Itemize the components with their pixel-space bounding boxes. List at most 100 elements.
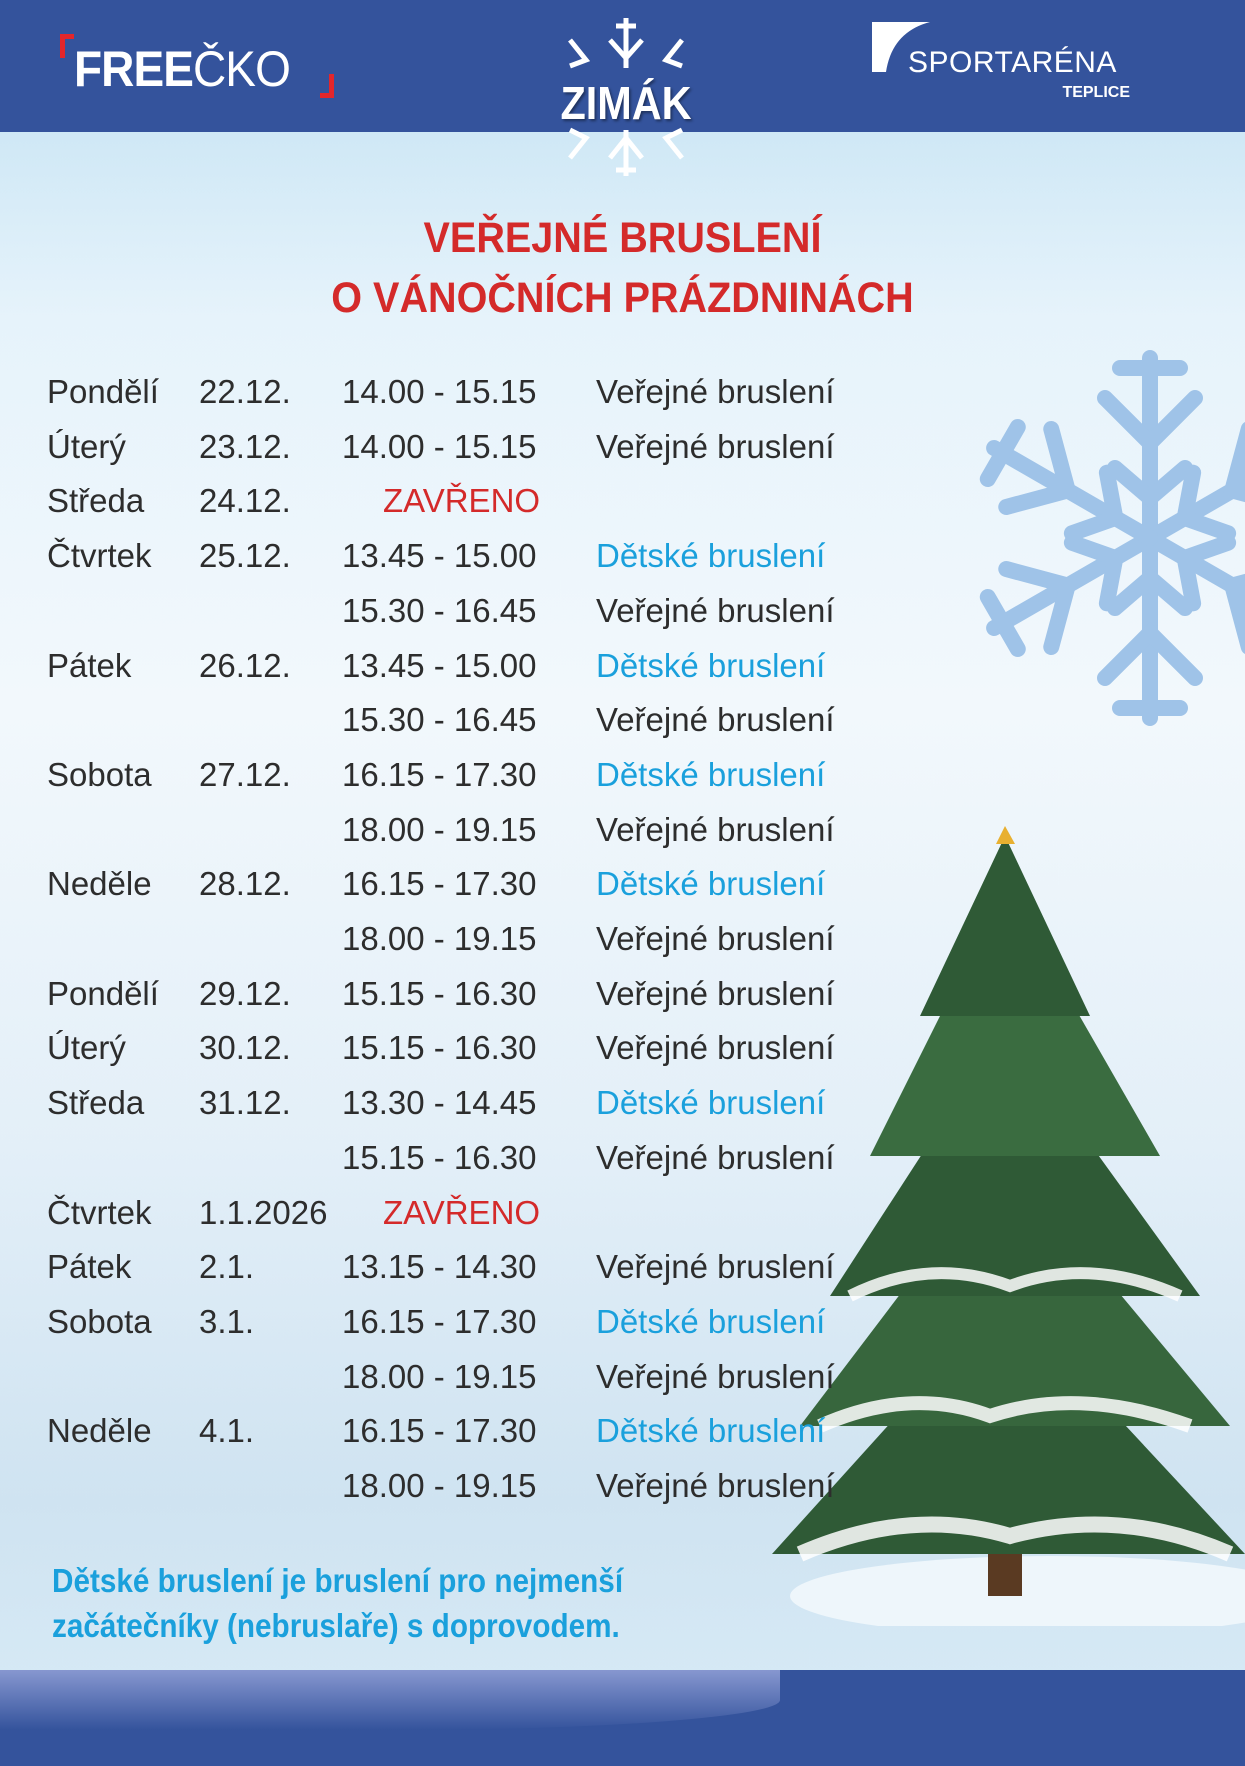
logo-rest-text: ČKO (193, 41, 291, 97)
day-cell: Čtvrtek (47, 537, 152, 575)
date-cell: 26.12. (199, 646, 291, 684)
activity-cell: Veřejné bruslení (596, 373, 835, 410)
date-cell: 3.1. (199, 1302, 255, 1340)
time-cell: 13.45 - 15.00 (342, 646, 537, 684)
header-bar (0, 0, 1245, 132)
schedule-row: 18.00 - 19.15 Veřejné bruslení (0, 1358, 900, 1398)
activity-cell: Dětské bruslení (596, 646, 826, 684)
sportarena-logo: SPORTARÉNA TEPLICE (872, 22, 1132, 112)
logo-bracket (320, 74, 334, 98)
activity-cell: Dětské bruslení (596, 537, 826, 575)
closed-label: ZAVŘENO (383, 1193, 541, 1231)
activity-cell: Veřejné bruslení (596, 1357, 835, 1395)
sportarena-swoosh (872, 22, 930, 72)
sportarena-name: SPORTARÉNA (908, 46, 1117, 79)
note-line2: začátečníky (nebruslaře) s doprovodem. (52, 1607, 620, 1644)
day-cell: Středa (47, 482, 145, 520)
date-cell: 31.12. (199, 1084, 291, 1122)
time-cell: 16.15 - 17.30 (342, 1302, 537, 1340)
day-cell: Středa (47, 1084, 145, 1122)
time-cell: 16.15 - 17.30 (342, 1412, 537, 1450)
date-cell: 28.12. (199, 865, 291, 903)
time-cell: 16.15 - 17.30 (342, 755, 537, 793)
day-cell: Úterý (47, 1029, 126, 1067)
schedule-row: Neděle 4.1. 16.15 - 17.30 Dětské bruslení (0, 1412, 900, 1452)
date-cell: 1.1.2026 (199, 1193, 328, 1231)
day-cell: Pondělí (47, 974, 159, 1012)
time-cell: 15.15 - 16.30 (342, 974, 537, 1012)
day-cell: Neděle (47, 1412, 152, 1450)
time-cell: 13.45 - 15.00 (342, 537, 537, 575)
date-cell: 30.12. (199, 1029, 291, 1067)
sportarena-city: TEPLICE (1062, 84, 1130, 101)
time-cell: 15.15 - 16.30 (342, 1138, 537, 1176)
activity-cell: Dětské bruslení (596, 865, 826, 903)
schedule-row: Středa 24.12. ZAVŘENO (0, 482, 900, 522)
schedule-row: 18.00 - 19.15 Veřejné bruslení (0, 920, 900, 960)
date-cell: 25.12. (199, 537, 291, 575)
schedule-row: Pátek 2.1. 13.15 - 14.30 Veřejné bruslení (0, 1248, 900, 1288)
date-cell: 22.12. (199, 373, 291, 410)
activity-cell: Dětské bruslení (596, 1084, 826, 1122)
snowflake-icon (950, 350, 1245, 738)
time-cell: 18.00 - 19.15 (342, 1467, 537, 1504)
schedule-row: Čtvrtek 25.12. 13.45 - 15.00 Dětské bruslen… (0, 537, 900, 577)
zimak-text: ZIMÁK (560, 77, 692, 129)
activity-cell: Veřejné bruslení (596, 701, 835, 739)
activity-cell: Dětské bruslení (596, 1412, 826, 1450)
schedule-row: Středa 31.12. 13.30 - 14.45 Dětské bruslení (0, 1084, 900, 1124)
activity-cell: Veřejné bruslení (596, 1248, 835, 1286)
activity-cell: Veřejné bruslení (596, 1467, 835, 1504)
time-cell: 18.00 - 19.15 (342, 920, 537, 957)
date-cell: 4.1. (199, 1412, 255, 1450)
time-cell: 18.00 - 19.15 (342, 1357, 537, 1395)
activity-cell: Veřejné bruslení (596, 591, 835, 629)
schedule-row: Pátek 26.12. 13.45 - 15.00 Dětské bruslení (0, 647, 900, 687)
schedule-row: Neděle 28.12. 16.15 - 17.30 Dětské bruslení (0, 865, 900, 905)
schedule-row: Úterý 23.12. 14.00 - 15.15 Veřejné bruslení (0, 428, 900, 468)
activity-cell: Veřejné bruslení (596, 1029, 835, 1067)
schedule-row: 15.30 - 16.45 Veřejné bruslení (0, 701, 900, 741)
note-line1: Dětské bruslení je bruslení pro nejmenší (52, 1562, 624, 1599)
day-cell: Čtvrtek (47, 1193, 152, 1231)
page-title-line1: VEŘEJNÉ BRUSLENÍ (423, 214, 822, 262)
day-cell: Pátek (47, 646, 132, 684)
time-cell: 13.15 - 14.30 (342, 1248, 537, 1286)
time-cell: 13.30 - 14.45 (342, 1084, 537, 1122)
schedule-row: 15.30 - 16.45 Veřejné bruslení (0, 592, 900, 632)
time-cell: 16.15 - 17.30 (342, 865, 537, 903)
logo-bold-text: FREE (74, 41, 194, 97)
time-cell: 14.00 - 15.15 (342, 373, 537, 410)
date-cell: 24.12. (199, 482, 291, 520)
schedule-row: 18.00 - 19.15 Veřejné bruslení (0, 1467, 900, 1507)
day-cell: Neděle (47, 865, 152, 903)
freecko-logo: FREEČKO (60, 34, 334, 98)
time-cell: 18.00 - 19.15 (342, 810, 537, 848)
time-cell: 15.15 - 16.30 (342, 1029, 537, 1067)
activity-cell: Veřejné bruslení (596, 427, 835, 465)
footer-bar (0, 1670, 1245, 1766)
day-cell: Sobota (47, 1302, 152, 1340)
date-cell: 2.1. (199, 1248, 255, 1286)
schedule-row: Čtvrtek 1.1.2026 ZAVŘENO (0, 1194, 900, 1234)
time-cell: 14.00 - 15.15 (342, 427, 537, 465)
date-cell: 29.12. (199, 974, 291, 1012)
date-cell: 23.12. (199, 427, 291, 465)
day-cell: Pátek (47, 1248, 132, 1286)
time-cell: 15.30 - 16.45 (342, 591, 537, 629)
schedule-row: 18.00 - 19.15 Veřejné bruslení (0, 811, 900, 851)
schedule-row: Úterý 30.12. 15.15 - 16.30 Veřejné bruslení (0, 1029, 900, 1069)
day-cell: Sobota (47, 755, 152, 793)
zimak-logo: ZIMÁK (548, 18, 704, 178)
schedule-row: Pondělí 29.12. 15.15 - 16.30 Veřejné brusle… (0, 975, 900, 1015)
activity-cell: Dětské bruslení (596, 1302, 826, 1340)
day-cell: Úterý (47, 427, 126, 465)
activity-cell: Veřejné bruslení (596, 974, 835, 1012)
closed-label: ZAVŘENO (383, 482, 541, 520)
activity-cell: Veřejné bruslení (596, 920, 835, 957)
day-cell: Pondělí (47, 373, 159, 410)
schedule-row: Sobota 3.1. 16.15 - 17.30 Dětské bruslení (0, 1303, 900, 1343)
date-cell: 27.12. (199, 755, 291, 793)
schedule-row: Sobota 27.12. 16.15 - 17.30 Dětské bruslení (0, 756, 900, 796)
logo-bracket (60, 34, 74, 58)
